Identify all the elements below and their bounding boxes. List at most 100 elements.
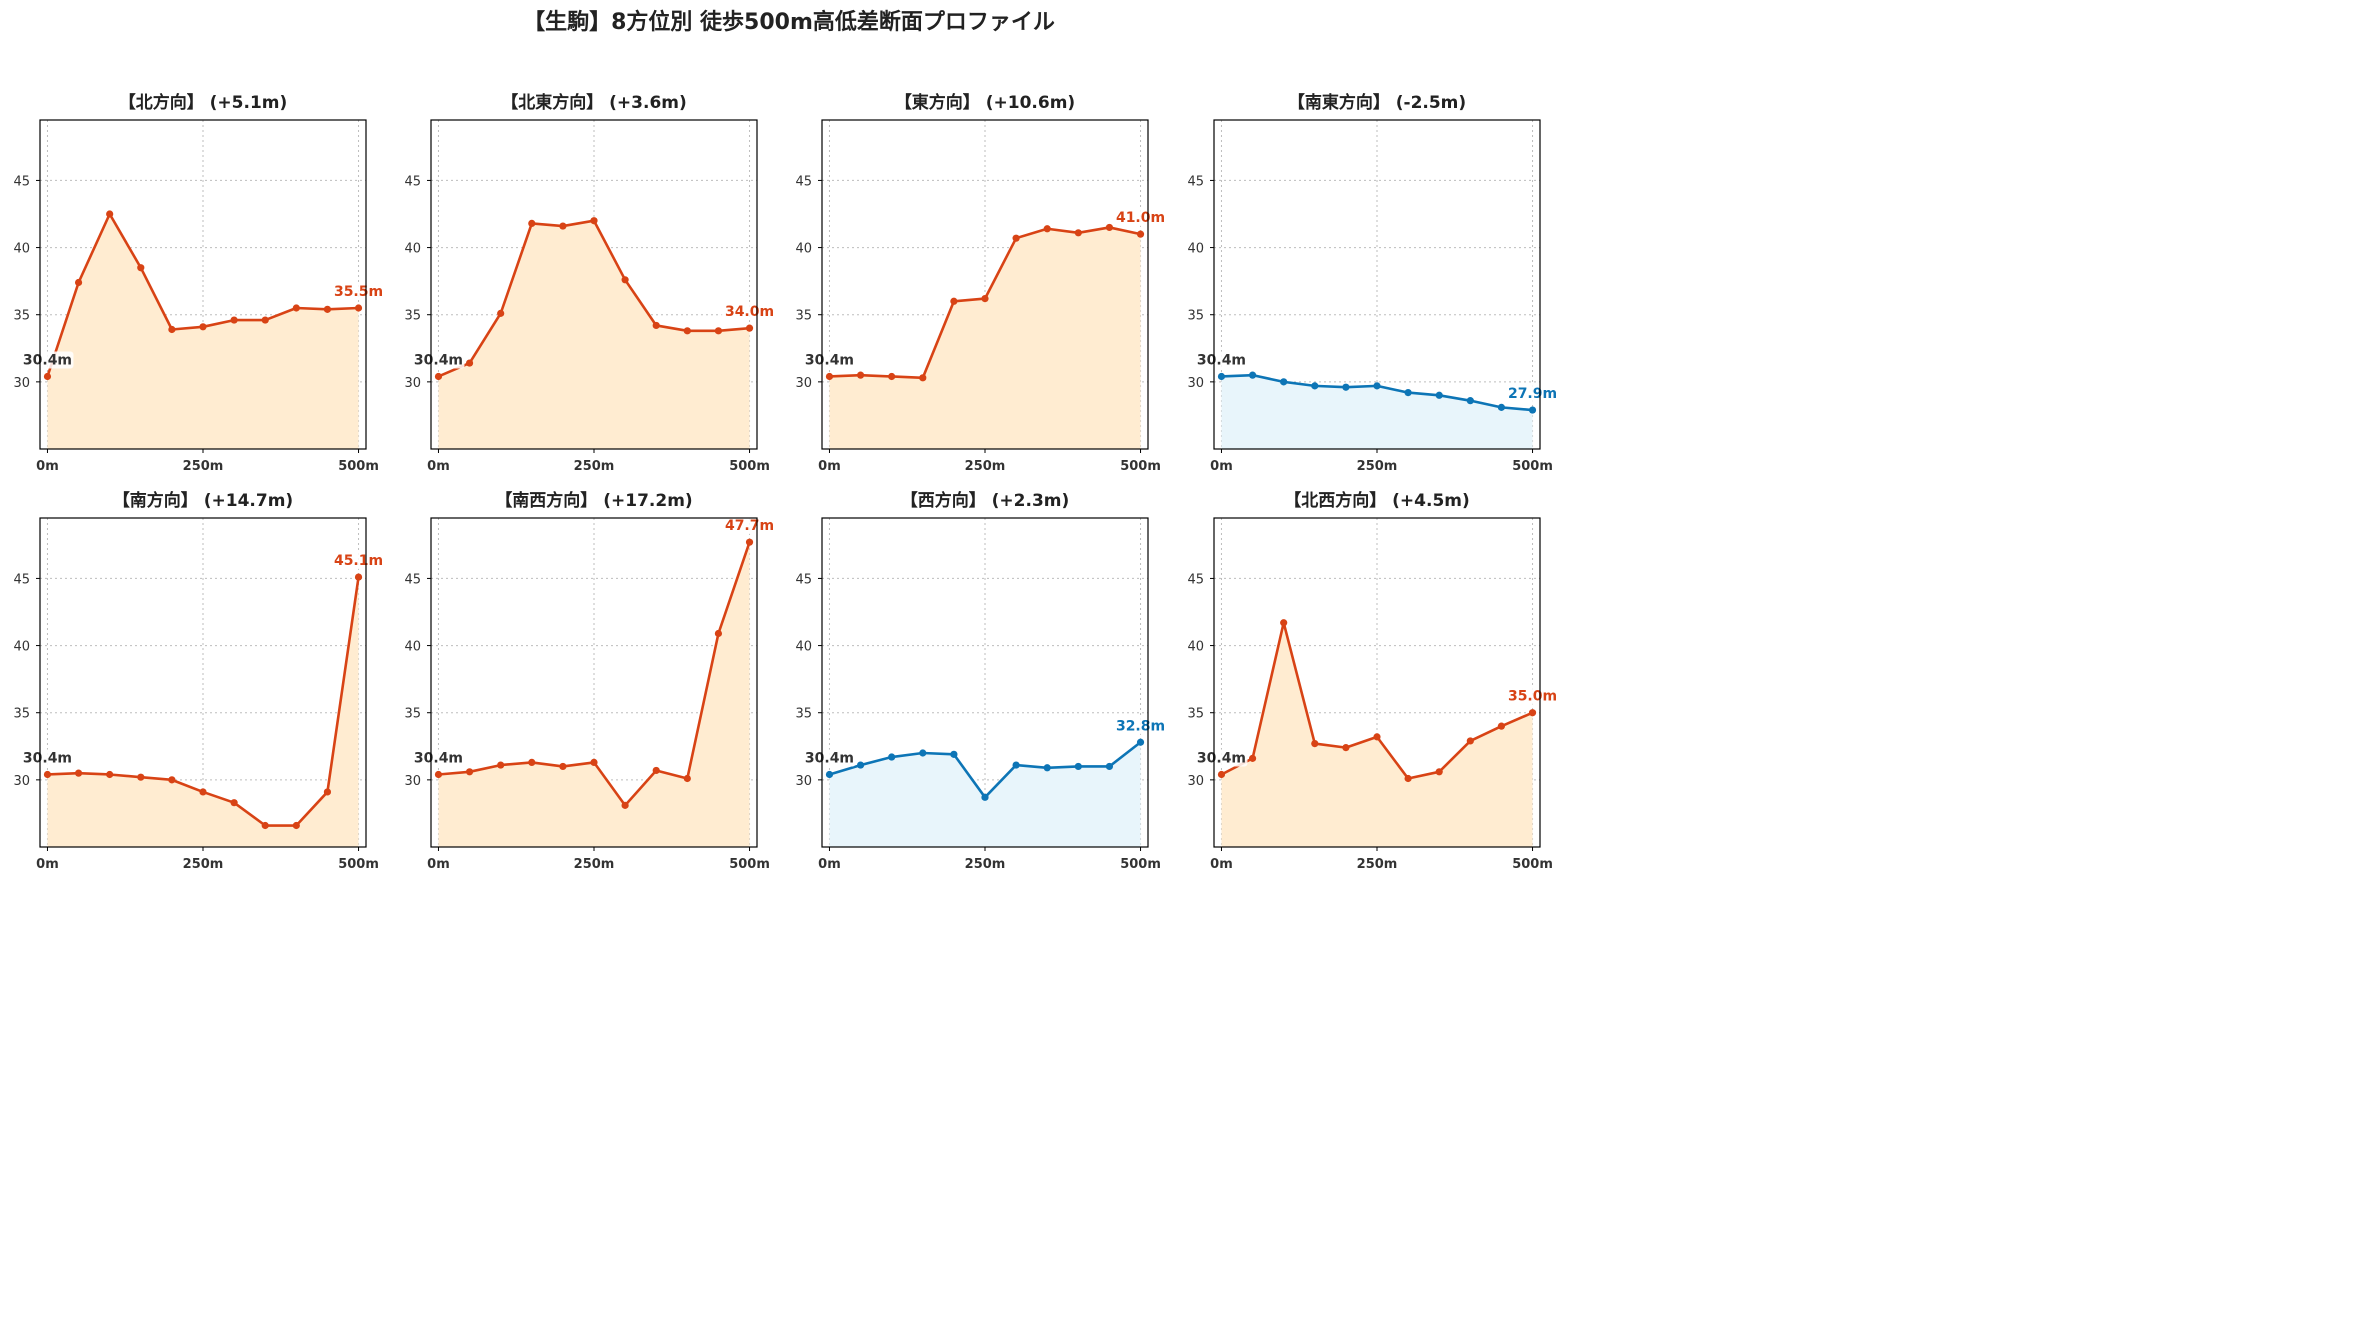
end-label: 32.8m: [1116, 718, 1165, 734]
y-tick-label: 40: [1187, 640, 1204, 655]
data-point: [652, 321, 660, 330]
end-label-bg: [1504, 687, 1559, 705]
data-point: [168, 776, 176, 784]
end-label: 34.0m: [725, 304, 774, 320]
x-tick-label: 0m: [1210, 857, 1233, 872]
end-label-bg: [1112, 717, 1167, 735]
data-point: [1012, 761, 1020, 769]
data-point: [1105, 762, 1114, 771]
panel-title: 【北西方向】 (+4.5m): [1284, 490, 1470, 511]
panel-title: 【南方向】 (+14.7m): [113, 490, 293, 511]
x-tick-label: 500m: [1120, 857, 1161, 872]
data-point: [950, 297, 958, 305]
x-tick-label: 0m: [818, 857, 841, 872]
data-point: [497, 309, 505, 317]
data-point: [261, 316, 269, 324]
start-label-bg: [21, 351, 74, 369]
data-point: [1342, 744, 1350, 752]
data-point: [559, 762, 567, 771]
data-point: [1136, 230, 1145, 238]
data-point: [1043, 225, 1051, 233]
data-point: [1404, 389, 1412, 397]
data-point: [465, 359, 474, 367]
x-tick-label: 250m: [965, 459, 1006, 474]
data-point: [888, 753, 896, 761]
data-point: [1435, 391, 1443, 399]
data-point: [1217, 770, 1226, 779]
start-label-bg: [412, 749, 465, 767]
end-label-bg: [1504, 385, 1559, 403]
y-tick-label: 35: [404, 707, 421, 722]
start-label-bg: [803, 749, 856, 767]
data-point: [1248, 371, 1257, 379]
data-point: [919, 749, 927, 757]
data-point: [590, 217, 598, 225]
x-tick-label: 500m: [338, 857, 379, 872]
data-point: [714, 327, 723, 335]
data-point: [856, 371, 865, 379]
data-point: [1404, 774, 1412, 783]
start-label-bg: [21, 749, 74, 767]
start-label: 30.4m: [805, 750, 854, 766]
area-fill: [1221, 622, 1533, 847]
panel-title: 【西方向】 (+2.3m): [901, 490, 1070, 511]
y-tick-label: 35: [795, 309, 812, 324]
area-fill: [438, 542, 750, 847]
data-point: [528, 758, 536, 767]
data-point: [1280, 378, 1288, 386]
data-point: [1497, 403, 1506, 411]
panel-6: 【南西方向】 (+17.2m) 30.4m 47.7m 30 35 40 45 0m 250m 5…: [404, 490, 776, 872]
x-tick-label: 0m: [1210, 459, 1233, 474]
data-point: [1528, 406, 1537, 414]
data-point: [323, 305, 332, 313]
y-tick-label: 35: [13, 309, 30, 324]
data-point: [745, 324, 754, 332]
x-tick-label: 0m: [36, 857, 59, 872]
area-fill: [829, 227, 1141, 449]
y-tick-label: 45: [13, 572, 30, 587]
data-point: [528, 219, 536, 227]
data-point: [199, 788, 207, 796]
data-point: [981, 793, 989, 801]
area-fill: [438, 220, 750, 449]
data-point: [919, 374, 927, 382]
data-point: [825, 372, 834, 381]
y-tick-label: 30: [1187, 376, 1204, 391]
end-label-bg: [330, 283, 385, 300]
panel-title: 【南西方向】 (+17.2m): [495, 490, 692, 511]
data-point: [1074, 229, 1082, 237]
y-tick-label: 40: [404, 242, 421, 257]
data-point: [354, 573, 363, 581]
x-tick-label: 0m: [427, 459, 450, 474]
start-label: 30.4m: [805, 352, 854, 368]
panel-4: 【南東方向】 (-2.5m) 30.4m 27.9m 30 35 40 45 0m 250m 50…: [1187, 92, 1559, 474]
data-point: [1248, 754, 1257, 762]
end-label-bg: [330, 552, 385, 570]
data-point: [137, 773, 145, 781]
data-point: [292, 821, 300, 830]
y-tick-label: 30: [795, 376, 812, 391]
y-tick-label: 30: [13, 376, 30, 391]
x-tick-label: 500m: [729, 459, 770, 474]
data-point: [1528, 709, 1537, 717]
end-label: 41.0m: [1116, 210, 1165, 226]
data-point: [199, 323, 207, 331]
data-point: [43, 372, 52, 381]
data-point: [1497, 722, 1506, 730]
start-label: 30.4m: [414, 750, 463, 766]
x-tick-label: 0m: [36, 459, 59, 474]
data-point: [745, 538, 754, 546]
end-label-bg: [1112, 209, 1167, 227]
y-tick-label: 30: [1187, 774, 1204, 789]
y-tick-label: 35: [1187, 707, 1204, 722]
x-tick-label: 500m: [338, 459, 379, 474]
y-tick-label: 30: [404, 774, 421, 789]
figure: 【生駒】8方位別 徒歩500m高低差断面プロファイル 【北方向】 (+5.1m)…: [13, 9, 1559, 872]
panel-3: 【東方向】 (+10.6m) 30.4m 41.0m 30 35 40 45 0m 250m 50…: [795, 92, 1167, 474]
data-point: [74, 278, 83, 287]
panel-title: 【南東方向】 (-2.5m): [1288, 92, 1466, 113]
data-point: [1311, 382, 1319, 390]
data-point: [981, 295, 989, 303]
y-tick-label: 35: [13, 707, 30, 722]
start-label: 30.4m: [1197, 750, 1246, 766]
